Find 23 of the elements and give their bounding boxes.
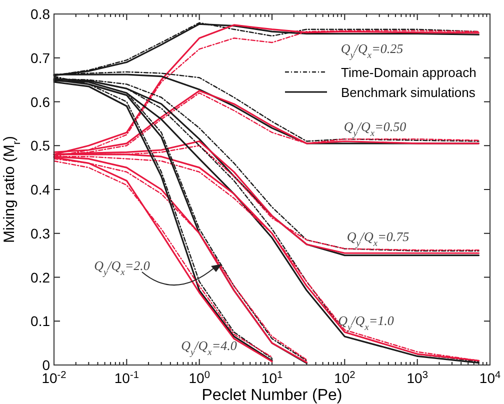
y-tick-label: 0.3 [30,225,50,242]
x-tick-label: 10$^{0}$ [188,370,210,386]
x-tick-label: 10$^{-1}$ [114,370,140,386]
y-tick-label: 0.1 [30,313,50,330]
legend-label: Time-Domain approach [341,65,476,80]
x-tick-label: 10$^{1}$ [261,370,283,386]
x-tick-label: 10$^{3}$ [406,370,428,386]
y-tick-label: 0.2 [30,269,50,286]
annotation: Q$_{y}$/Q$_{x}$=0.50 [344,119,407,139]
y-tick-label: 0.7 [30,50,50,66]
x-axis-title: Peclet Number (Pe) [202,387,342,404]
y-tick-label: 0.5 [30,138,50,154]
annotation: Q$_{y}$/Q$_{x}$=2.0 [94,258,150,278]
x-tick-label: 10$^{4}$ [479,370,501,386]
annotation: Q$_{y}$/Q$_{x}$=0.25 [340,41,404,61]
y-tick-label: 0.8 [30,6,50,22]
x-tick-label: 10$^{2}$ [334,370,356,386]
y-tick-label: 0.6 [30,94,50,110]
legend-label: Benchmark simulations [341,85,476,100]
annotation: Q$_{y}$/Q$_{x}$=0.75 [346,229,410,249]
y-tick-label: 0.4 [30,182,50,198]
annotation: Q$_{y}$/Q$_{x}$=4.0 [181,338,238,358]
annotation: Q$_{y}$/Q$_{x}$=1.0 [338,313,394,333]
